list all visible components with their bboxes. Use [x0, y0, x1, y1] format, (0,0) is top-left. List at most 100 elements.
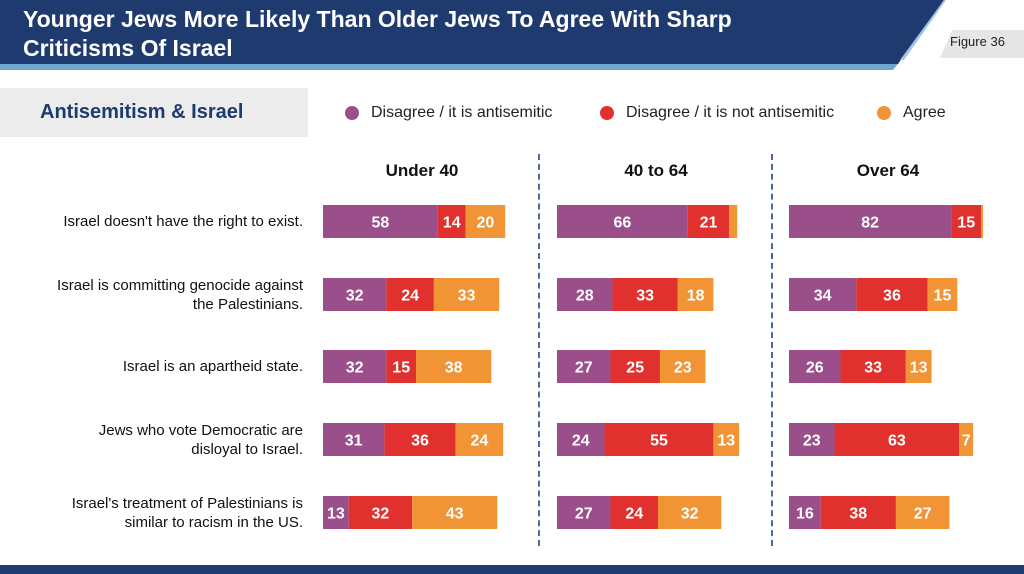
row-label-line: Israel's treatment of Palestinians is: [71, 495, 303, 512]
row-label-line: the Palestinians.: [192, 296, 303, 313]
bar-segment-agree: [412, 496, 498, 529]
bar-segment-disagree-not-antisemitic: [834, 423, 960, 456]
bar-segment-disagree-not-antisemitic: [610, 350, 660, 383]
bar-segment-agree: [713, 423, 740, 456]
bar-segment-agree: [677, 278, 714, 311]
bar-value-label: 33: [864, 360, 882, 377]
bar-value-label: 21: [700, 215, 718, 232]
bar-segment-disagree-not-antisemitic: [437, 205, 466, 238]
bar-segment-agree: [729, 205, 738, 238]
row-label-right-to-exist: Israel doesn't have the right to exist.: [0, 212, 303, 231]
bar-value-label: 24: [572, 433, 590, 450]
legend-item-disagree-antisemitic: Disagree / it is antisemitic: [345, 104, 552, 122]
bar-segment-disagree-antisemitic: [789, 496, 821, 529]
row-label-racism: Israel's treatment of Palestinians is si…: [0, 494, 303, 532]
row-label-line: Israel is committing genocide against: [57, 277, 303, 294]
bar-value-label: 23: [803, 433, 821, 450]
group-header-over-64: Over 64: [856, 161, 920, 180]
bar-value-label: 27: [575, 360, 593, 377]
bar-value-label: 32: [681, 506, 699, 523]
bar-segment-disagree-antisemitic: [557, 205, 688, 238]
bar-value-label: 38: [849, 506, 867, 523]
row-label-line: similar to racism in the US.: [124, 514, 303, 531]
bar-value-label: 13: [910, 360, 928, 377]
bar-value-label: 18: [687, 288, 705, 305]
row-label-genocide: Israel is committing genocide against th…: [0, 276, 303, 314]
bar-value-label: 38: [445, 360, 463, 377]
title-line-2: Criticisms Of Israel: [23, 35, 233, 61]
bar-segment-disagree-antisemitic: [789, 423, 835, 456]
bar-segment-agree: [959, 423, 974, 456]
bar-segment-disagree-antisemitic: [557, 278, 613, 311]
header-banner: Younger Jews More Likely Than Older Jews…: [0, 0, 1024, 74]
bar-segment-disagree-antisemitic: [557, 423, 605, 456]
bar-value-label: 13: [717, 433, 735, 450]
bar-value-label: 63: [888, 433, 906, 450]
bar-segment-agree: [905, 350, 932, 383]
bar-segment-disagree-antisemitic: [323, 205, 438, 238]
legend-label: Disagree / it is not antisemitic: [626, 104, 835, 121]
header-background: [0, 0, 1024, 70]
bar-value-label: 32: [346, 360, 364, 377]
bar-segment-agree: [455, 423, 504, 456]
legend-swatch: [877, 106, 891, 120]
legend-item-disagree-not-antisemitic: Disagree / it is not antisemitic: [600, 104, 834, 122]
bar-segment-agree: [895, 496, 950, 529]
footer-bar: [0, 565, 1024, 574]
bar-segment-disagree-antisemitic: [789, 205, 952, 238]
bar-value-label: 14: [443, 215, 461, 232]
row-label-line: Israel is an apartheid state.: [122, 358, 303, 375]
bar-segment-disagree-not-antisemitic: [951, 205, 982, 238]
bar-segment-disagree-antisemitic: [789, 278, 857, 311]
bar-value-label: 27: [575, 506, 593, 523]
bar-segment-disagree-not-antisemitic: [348, 496, 413, 529]
group-divider: [771, 154, 773, 546]
bar-segment-disagree-not-antisemitic: [386, 278, 434, 311]
bar-value-label: 20: [476, 215, 494, 232]
bar-value-label: 82: [861, 215, 879, 232]
bar-value-label: 36: [883, 288, 901, 305]
bar-value-label: 24: [401, 288, 419, 305]
bar-value-label: 58: [372, 215, 390, 232]
bar-segment-agree: [465, 205, 506, 238]
bar-value-label: 15: [934, 288, 952, 305]
legend-swatch: [345, 106, 359, 120]
row-label-line: disloyal to Israel.: [191, 441, 303, 458]
bar-value-label: 36: [411, 433, 429, 450]
bar-segment-disagree-antisemitic: [323, 496, 349, 529]
bar-value-label: 15: [957, 215, 975, 232]
bar-value-label: 24: [471, 433, 489, 450]
bar-value-label: 15: [392, 360, 410, 377]
bar-segment-disagree-not-antisemitic: [386, 350, 417, 383]
group-header-40-to-64: 40 to 64: [624, 161, 688, 180]
legend-label: Agree: [903, 104, 946, 121]
bar-segment-disagree-antisemitic: [789, 350, 841, 383]
bar-segment-agree: [657, 496, 722, 529]
section-title-box: [0, 88, 308, 137]
bar-value-label: 7: [962, 433, 971, 450]
bar-value-label: 23: [674, 360, 692, 377]
bar-value-label: 26: [806, 360, 824, 377]
section-title: Antisemitism & Israel: [40, 101, 244, 123]
bar-value-label: 43: [446, 506, 464, 523]
bar-value-label: 34: [814, 288, 832, 305]
bar-segment-disagree-not-antisemitic: [604, 423, 714, 456]
group-header-under-40: Under 40: [385, 161, 459, 180]
legend-swatch: [600, 106, 614, 120]
bar-segment-agree: [659, 350, 706, 383]
bar-value-label: 16: [796, 506, 814, 523]
bar-value-label: 66: [613, 215, 631, 232]
bar-segment-disagree-not-antisemitic: [687, 205, 730, 238]
bar-segment-disagree-antisemitic: [557, 496, 611, 529]
bar-segment-disagree-not-antisemitic: [840, 350, 906, 383]
bar-value-label: 33: [458, 288, 476, 305]
bar-value-label: 55: [650, 433, 668, 450]
bar-segment-disagree-antisemitic: [323, 350, 387, 383]
bar-segment-disagree-antisemitic: [557, 350, 611, 383]
bar-value-label: 13: [327, 506, 345, 523]
bar-segment-disagree-not-antisemitic: [610, 496, 658, 529]
row-label-disloyal: Jews who vote Democratic are disloyal to…: [0, 421, 303, 459]
bar-segment-disagree-antisemitic: [323, 278, 387, 311]
bar-value-label: 31: [345, 433, 363, 450]
